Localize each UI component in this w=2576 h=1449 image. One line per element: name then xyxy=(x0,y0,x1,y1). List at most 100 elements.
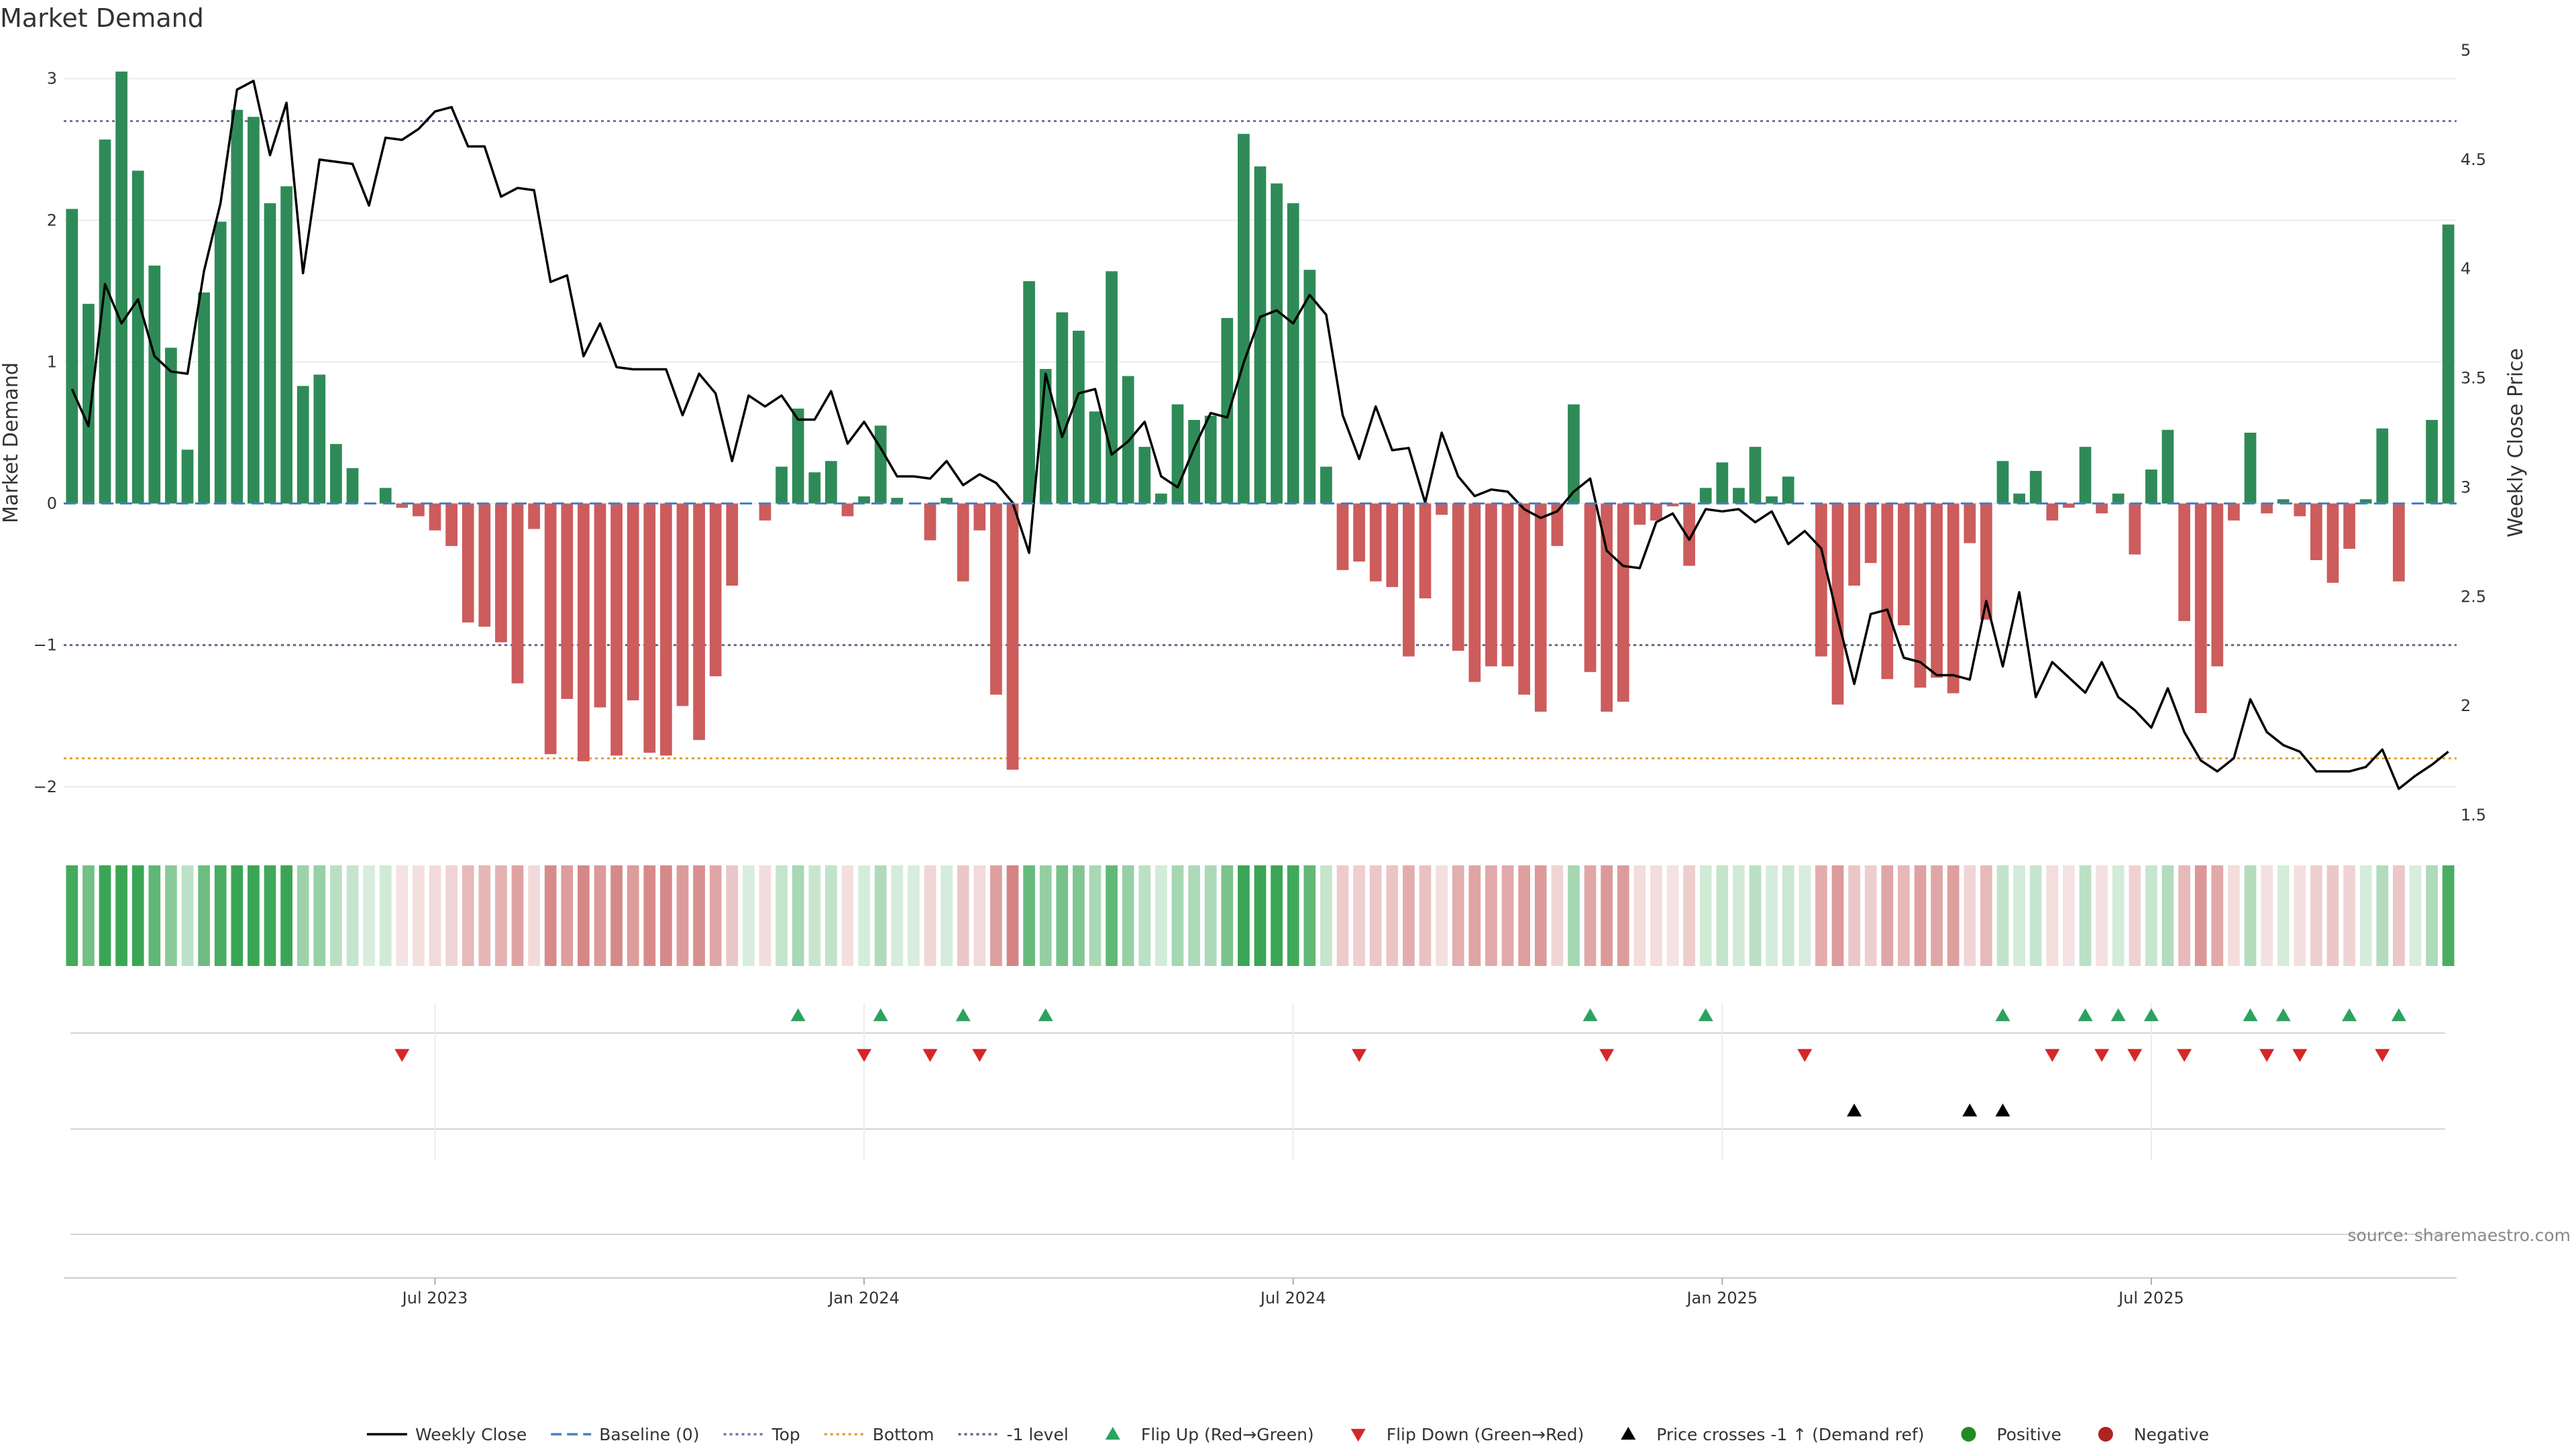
flip-down-marker xyxy=(2375,1049,2390,1062)
flip-up-marker xyxy=(873,1008,888,1022)
strip-cell xyxy=(1733,865,1745,966)
weekly-close-line xyxy=(70,79,2449,790)
strip-cell xyxy=(693,865,705,966)
strip-cell xyxy=(1452,865,1464,966)
strip-cell xyxy=(1782,865,1794,966)
demand-bar xyxy=(1056,312,1069,504)
strip-cell xyxy=(1568,865,1580,966)
flip-down-marker xyxy=(972,1049,987,1062)
date-tick-label: Jul 2025 xyxy=(2117,1289,2184,1307)
demand-bar xyxy=(83,303,95,504)
demand-bar xyxy=(627,503,639,700)
demand-bar xyxy=(66,209,78,504)
demand-bar xyxy=(1947,503,1960,694)
price-series xyxy=(64,79,2457,790)
strip-cell xyxy=(743,865,755,966)
demand-bar xyxy=(1204,415,1217,504)
demand-bar xyxy=(115,71,127,504)
strip-cell xyxy=(396,865,409,966)
strip-cell xyxy=(1204,865,1217,966)
strip-cell xyxy=(413,865,425,966)
price-cross-marker xyxy=(1995,1104,2010,1117)
strip-cell xyxy=(1468,865,1481,966)
strip-cell xyxy=(957,865,969,966)
strip-cell xyxy=(1501,865,1514,966)
strip-cell xyxy=(363,865,375,966)
strip-cell xyxy=(2129,865,2141,966)
strip-cell xyxy=(973,865,986,966)
demand-bar xyxy=(2294,503,2306,517)
demand-bar xyxy=(561,503,574,699)
strip-cell xyxy=(313,865,326,966)
strip-cell xyxy=(2409,865,2422,966)
strip-cell xyxy=(1485,865,1497,966)
strip-cell xyxy=(2178,865,2190,966)
demand-bar xyxy=(1403,503,1415,657)
demand-bar xyxy=(1980,503,1992,620)
demand-bar xyxy=(1468,503,1481,682)
strip-cell xyxy=(495,865,507,966)
demand-bar xyxy=(2194,503,2207,713)
flip-up-marker xyxy=(2143,1008,2159,1022)
demand-bar xyxy=(2310,503,2322,560)
demand-heat-strip xyxy=(66,865,2455,966)
demand-bar xyxy=(2013,493,2025,504)
demand-bar xyxy=(2096,503,2108,514)
demand-bar xyxy=(891,498,904,504)
strip-cell xyxy=(1947,865,1960,966)
strip-cell xyxy=(148,865,161,966)
strip-cell xyxy=(1386,865,1399,966)
strip-cell xyxy=(2376,865,2389,966)
demand-bar xyxy=(1485,503,1497,667)
demand-bar xyxy=(1534,503,1547,712)
demand-bars xyxy=(66,71,2455,770)
demand-bar xyxy=(462,503,474,623)
strip-cell xyxy=(1353,865,1365,966)
strip-cell xyxy=(874,865,887,966)
demand-bar xyxy=(511,503,524,684)
y-right-tick-label: 3.5 xyxy=(2461,369,2486,388)
strip-cell xyxy=(709,865,722,966)
strip-cell xyxy=(1303,865,1316,966)
demand-bar xyxy=(2046,503,2059,521)
strip-cell xyxy=(1320,865,1332,966)
flip-down-marker xyxy=(857,1049,872,1062)
demand-bar xyxy=(2376,428,2389,504)
y-axis-right-label: Weekly Close Price xyxy=(2504,348,2528,537)
legend-label: Top xyxy=(771,1425,800,1444)
legend-swatch xyxy=(1105,1427,1120,1440)
demand-bar xyxy=(544,503,557,755)
demand-bar xyxy=(1353,503,1365,562)
strip-cell xyxy=(825,865,837,966)
source-note: source: sharemaestro.com xyxy=(2348,1226,2571,1245)
demand-bar xyxy=(1914,503,1927,688)
axes: Market Demand Weekly Close Price 3 2 1 0 −1 −… xyxy=(0,41,2528,824)
strip-cell xyxy=(1716,865,1729,966)
demand-bar xyxy=(1931,503,1943,678)
flip-down-marker xyxy=(2094,1049,2110,1062)
legend-label: Weekly Close xyxy=(415,1425,527,1444)
demand-bar xyxy=(148,265,161,504)
flip-down-marker xyxy=(1352,1049,1367,1062)
demand-bar xyxy=(2326,503,2339,583)
strip-cell xyxy=(2244,865,2257,966)
strip-cell xyxy=(248,865,260,966)
demand-bar xyxy=(1831,503,1844,705)
strip-cell xyxy=(676,865,689,966)
demand-bar xyxy=(445,503,458,546)
demand-bar xyxy=(2029,471,2042,504)
flip-up-marker xyxy=(955,1008,971,1022)
legend-label: Flip Up (Red→Green) xyxy=(1141,1425,1314,1444)
legend-item-5: Flip Up (Red→Green) xyxy=(1105,1425,1314,1444)
demand-bar xyxy=(578,503,590,761)
strip-cell xyxy=(1964,865,1976,966)
strip-cell xyxy=(511,865,524,966)
demand-bar xyxy=(924,503,936,541)
demand-bar xyxy=(1699,488,1712,504)
strip-cell xyxy=(1898,865,1910,966)
demand-bar xyxy=(610,503,623,756)
strip-cell xyxy=(1683,865,1695,966)
chart-title: Market Demand xyxy=(0,3,204,33)
strip-cell xyxy=(1831,865,1844,966)
demand-bar xyxy=(2112,493,2125,504)
